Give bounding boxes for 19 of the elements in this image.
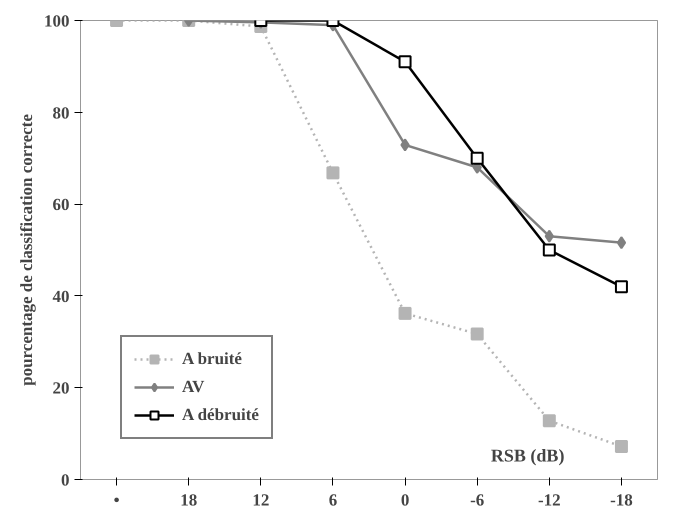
x-tick-label: 0: [400, 490, 410, 510]
x-tick-label: -18: [610, 490, 633, 510]
y-tick-label: 60: [52, 195, 70, 214]
y-tick-label: 40: [52, 286, 70, 306]
legend-label: A débruité: [182, 405, 259, 425]
y-tick-label: 0: [61, 470, 70, 490]
x-tick-label: -6: [470, 490, 484, 510]
x-axis-title: RSB (dB): [490, 446, 564, 466]
x-tick-label: -12: [538, 490, 561, 510]
x-tick-label: 6: [328, 490, 338, 510]
x-tick-label: 12: [252, 490, 270, 510]
y-tick-label: 80: [52, 103, 70, 122]
y-tick-label: 100: [44, 12, 70, 30]
x-tick-label: 18: [180, 490, 198, 510]
x-tick-label: •: [114, 490, 120, 510]
y-tick-label: 20: [52, 378, 70, 398]
y-axis-title: pourcentage de classification correcte: [17, 114, 36, 386]
legend-label: A bruité: [182, 349, 242, 369]
legend-label: AV: [182, 377, 204, 397]
